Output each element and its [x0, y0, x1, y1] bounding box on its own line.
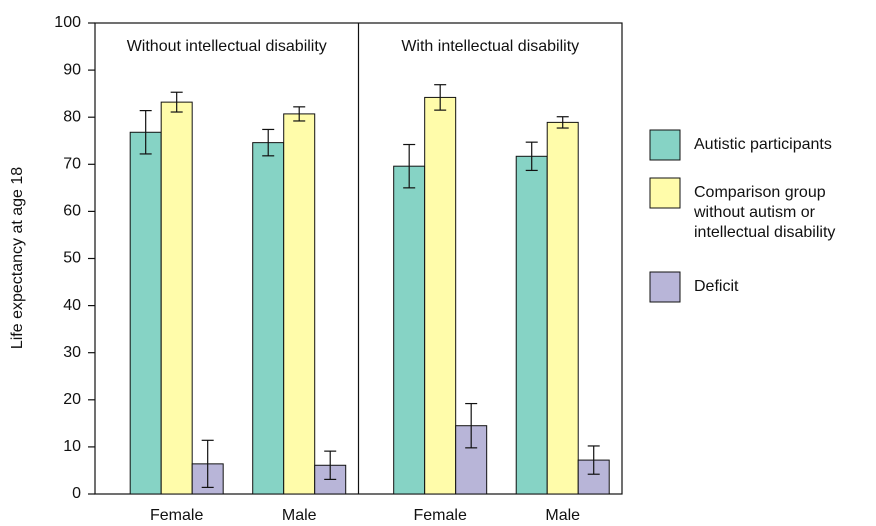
legend-label: Comparison group without autism or intel…	[694, 184, 836, 241]
y-tick-label: 20	[63, 391, 81, 408]
bar	[160, 101, 193, 495]
error-bar	[403, 143, 416, 189]
y-tick-label: 30	[63, 344, 81, 361]
y-tick-label: 80	[63, 108, 81, 125]
y-tick-label: 70	[63, 156, 81, 173]
legend-swatch	[649, 271, 681, 303]
y-axis-label: Life expectancy at age 18	[9, 167, 26, 349]
x-tick-label: Female	[414, 507, 467, 524]
x-tick-label: Male	[545, 507, 580, 524]
y-tick-label: 40	[63, 297, 81, 314]
bar	[129, 131, 162, 495]
bar	[546, 121, 579, 495]
error-bar	[170, 91, 183, 113]
bar	[424, 96, 457, 495]
panel-title: With intellectual disability	[401, 38, 580, 55]
x-tick-label: Female	[150, 507, 203, 524]
legend-label: Deficit	[694, 278, 739, 295]
bar	[515, 155, 548, 495]
bar	[252, 142, 285, 495]
y-tick-label: 50	[63, 250, 81, 267]
error-bar	[139, 110, 152, 155]
legend-swatch	[649, 129, 681, 161]
error-bar	[587, 445, 600, 475]
error-bar	[434, 84, 447, 111]
y-tick-label: 0	[72, 485, 81, 502]
error-bar	[324, 450, 337, 480]
error-bar	[201, 439, 214, 489]
error-bar	[293, 106, 306, 122]
error-bar	[262, 128, 275, 157]
y-tick-label: 90	[63, 61, 81, 78]
bar	[393, 165, 426, 495]
y-tick-label: 60	[63, 203, 81, 220]
legend-swatch	[649, 177, 681, 209]
error-bar	[465, 402, 478, 449]
error-bar	[556, 116, 569, 129]
bar	[283, 113, 316, 495]
x-tick-label: Male	[282, 507, 317, 524]
y-tick-label: 10	[63, 438, 81, 455]
legend-label: Autistic participants	[694, 136, 832, 153]
panel-title: Without intellectual disability	[126, 38, 327, 55]
y-tick-label: 100	[54, 14, 81, 31]
error-bar	[525, 141, 538, 172]
